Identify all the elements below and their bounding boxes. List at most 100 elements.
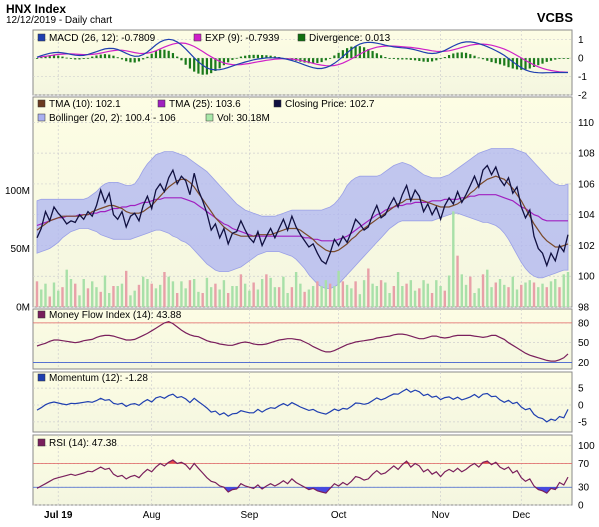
volume-tick-label: 100M bbox=[5, 186, 30, 197]
divergence-bar bbox=[116, 57, 119, 59]
y-tick-label: 106 bbox=[578, 179, 595, 190]
divergence-bar bbox=[481, 58, 485, 60]
volume-bar bbox=[116, 286, 119, 307]
volume-bar bbox=[515, 289, 519, 307]
volume-bar bbox=[137, 284, 141, 307]
volume-bar bbox=[273, 287, 277, 307]
volume-bar bbox=[40, 289, 43, 307]
divergence-bar bbox=[201, 58, 204, 75]
volume-bar bbox=[282, 276, 285, 307]
chart-subtitle: 12/12/2019 - Daily chart bbox=[6, 15, 113, 26]
volume-bar bbox=[401, 286, 404, 307]
divergence-bar bbox=[520, 58, 523, 70]
divergence-bar bbox=[473, 55, 476, 59]
divergence-bar bbox=[422, 58, 425, 62]
divergence-bar bbox=[498, 58, 502, 65]
divergence-bar bbox=[401, 58, 404, 60]
divergence-bar bbox=[511, 58, 514, 69]
divergence-bar bbox=[40, 56, 43, 59]
volume-bar bbox=[299, 283, 302, 307]
legend-entry: Money Flow Index (14): 43.88 bbox=[49, 310, 182, 321]
volume-bar bbox=[235, 286, 238, 307]
volume-bar bbox=[214, 283, 217, 307]
volume-bar bbox=[503, 284, 506, 307]
volume-bar bbox=[354, 281, 357, 307]
volume-bar bbox=[205, 277, 209, 307]
divergence-bar bbox=[52, 55, 56, 59]
divergence-bar bbox=[469, 54, 472, 59]
volume-bar bbox=[103, 275, 107, 307]
y-tick-label: 102 bbox=[578, 241, 595, 252]
volume-bar bbox=[549, 281, 553, 307]
divergence-bar bbox=[48, 55, 51, 59]
bollinger-band bbox=[36, 148, 569, 289]
volume-bar bbox=[154, 288, 158, 307]
divergence-bar bbox=[384, 57, 387, 59]
divergence-bar bbox=[362, 47, 366, 59]
volume-bar bbox=[409, 280, 413, 307]
legend-swatch bbox=[37, 373, 46, 382]
divergence-bar bbox=[303, 58, 306, 63]
volume-bar bbox=[486, 269, 489, 307]
volume-bar bbox=[311, 286, 315, 307]
volume-bar bbox=[146, 279, 149, 307]
legend-swatch bbox=[37, 113, 46, 122]
divergence-bar bbox=[549, 58, 553, 61]
divergence-bar bbox=[74, 58, 77, 60]
momentum-line bbox=[36, 388, 569, 423]
volume-bar bbox=[413, 290, 417, 307]
volume-bar bbox=[430, 293, 434, 307]
legend-entry: Closing Price: 102.7 bbox=[285, 99, 375, 110]
divergence-bar bbox=[320, 58, 323, 63]
divergence-bar bbox=[65, 57, 68, 59]
volume-bar bbox=[209, 287, 213, 307]
legend-entry: Vol: 30.18M bbox=[217, 113, 270, 124]
brand-label: VCBS bbox=[536, 10, 573, 25]
volume-bar bbox=[566, 272, 570, 307]
divergence-bar bbox=[435, 58, 438, 61]
divergence-bar bbox=[227, 58, 230, 63]
volume-bar bbox=[180, 281, 183, 307]
divergence-bar bbox=[159, 49, 162, 59]
divergence-bar bbox=[452, 53, 455, 59]
volume-bar bbox=[388, 293, 391, 307]
volume-bar bbox=[333, 286, 336, 307]
volume-bar bbox=[511, 276, 514, 307]
volume-bar bbox=[91, 281, 94, 307]
chart-title: HNX Index bbox=[6, 2, 67, 16]
volume-bar bbox=[350, 288, 353, 307]
divergence-bar bbox=[532, 58, 536, 67]
y-tick-label: 5 bbox=[578, 384, 584, 395]
volume-bar bbox=[371, 283, 374, 307]
legend-entry: TMA (25): 103.6 bbox=[169, 99, 241, 110]
x-tick-label: Sep bbox=[241, 510, 259, 521]
divergence-bar bbox=[137, 58, 141, 62]
divergence-bar bbox=[388, 58, 391, 59]
divergence-bar bbox=[409, 58, 412, 60]
divergence-bar bbox=[443, 57, 446, 59]
divergence-bar bbox=[379, 55, 383, 59]
volume-bar bbox=[435, 280, 438, 307]
volume-bar bbox=[324, 280, 328, 307]
divergence-bar bbox=[413, 58, 417, 61]
legend-swatch bbox=[273, 99, 282, 108]
divergence-bar bbox=[350, 46, 353, 59]
y-tick-label: 1 bbox=[578, 35, 584, 46]
volume-bar bbox=[226, 293, 230, 307]
divergence-bar bbox=[316, 58, 319, 63]
y-tick-label: 100 bbox=[578, 272, 595, 283]
volume-bar bbox=[456, 255, 459, 307]
divergence-bar bbox=[222, 58, 226, 66]
divergence-bar bbox=[163, 49, 166, 59]
volume-bar bbox=[277, 287, 281, 307]
volume-bar bbox=[562, 274, 565, 307]
volume-bar bbox=[379, 280, 383, 307]
divergence-bar bbox=[337, 52, 340, 59]
divergence-bar bbox=[176, 56, 179, 59]
divergence-bar bbox=[193, 58, 196, 72]
volume-bar bbox=[452, 211, 455, 307]
divergence-bar bbox=[430, 58, 434, 62]
volume-bar bbox=[405, 283, 408, 307]
divergence-bar bbox=[312, 58, 315, 64]
